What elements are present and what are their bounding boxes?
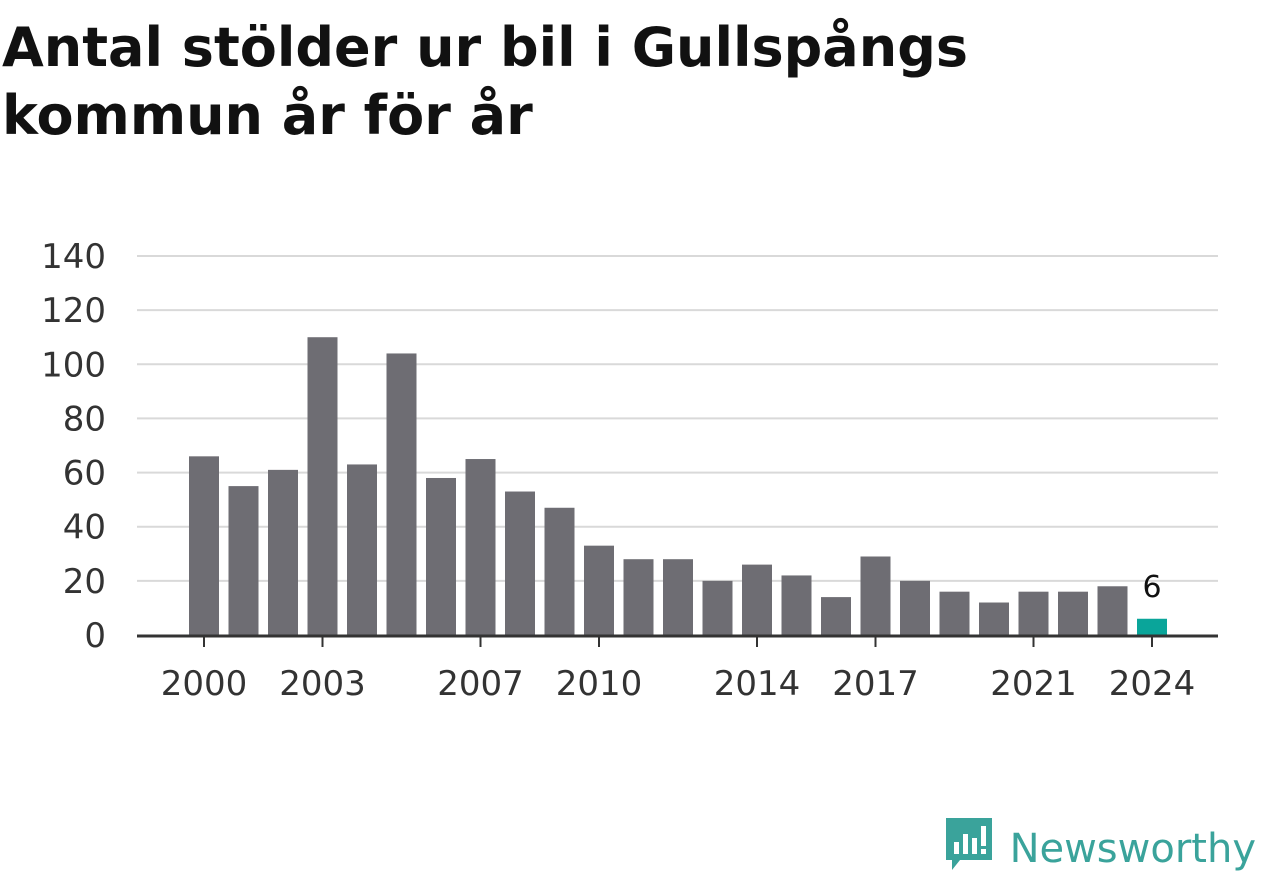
x-tick-label: 2010 [556,664,643,704]
bar-2016 [821,597,851,635]
y-tick-label: 120 [41,291,106,331]
bar-2017 [860,556,891,635]
bar-2022 [1058,591,1088,635]
bar-2008 [505,491,535,635]
bar-2000 [189,456,219,635]
x-tick-label: 2014 [714,664,801,704]
bar-2009 [544,507,575,635]
y-tick-label: 100 [41,345,106,385]
bar-2019 [939,591,970,635]
y-tick-label: 140 [41,237,106,277]
bar-2007 [465,459,496,635]
bar-2021 [1018,591,1049,635]
bar-2006 [426,477,456,635]
brand: Newsworthy [944,818,1256,880]
y-tick-label: 0 [84,616,106,656]
bar-2003 [307,337,338,635]
bar-2014 [742,564,772,635]
grid-lines [137,255,1218,582]
y-tick-label: 40 [63,508,106,548]
x-tick-label: 2003 [279,664,366,704]
bar-2023 [1097,586,1128,635]
annotations: 6 [1142,570,1161,605]
chart-title: Antal stölder ur bil i Gullspångs kommun… [2,16,968,147]
y-tick-label: 20 [63,562,106,602]
x-axis-ticks [203,637,1153,647]
x-tick-label: 2007 [437,664,524,704]
x-tick-label: 2021 [990,664,1077,704]
newsworthy-logo-icon [944,818,994,880]
bar-2024 [1137,618,1167,635]
bar-2005 [386,353,417,635]
bar-2011 [623,559,654,635]
x-tick-label: 2024 [1109,664,1196,704]
y-tick-label: 80 [63,399,106,439]
y-tick-label: 60 [63,454,106,494]
bar-2010 [584,545,614,635]
brand-name: Newsworthy [1009,826,1256,872]
bars [189,337,1167,635]
bar-2004 [347,464,377,635]
bar-2018 [900,580,930,635]
bar-2015 [781,575,812,635]
bar-2013 [702,580,733,635]
data-label: 6 [1142,570,1161,605]
bar-2001 [228,486,259,635]
y-axis-labels: 0 20 40 60 80 100 120 140 [41,237,106,656]
x-tick-label: 2000 [161,664,248,704]
x-tick-label: 2017 [832,664,919,704]
bar-2020 [979,602,1009,635]
x-axis-labels: 2000 2003 2007 2010 2014 2017 2021 2024 [161,664,1196,704]
bar-2002 [268,469,298,635]
bar-2012 [663,559,693,635]
